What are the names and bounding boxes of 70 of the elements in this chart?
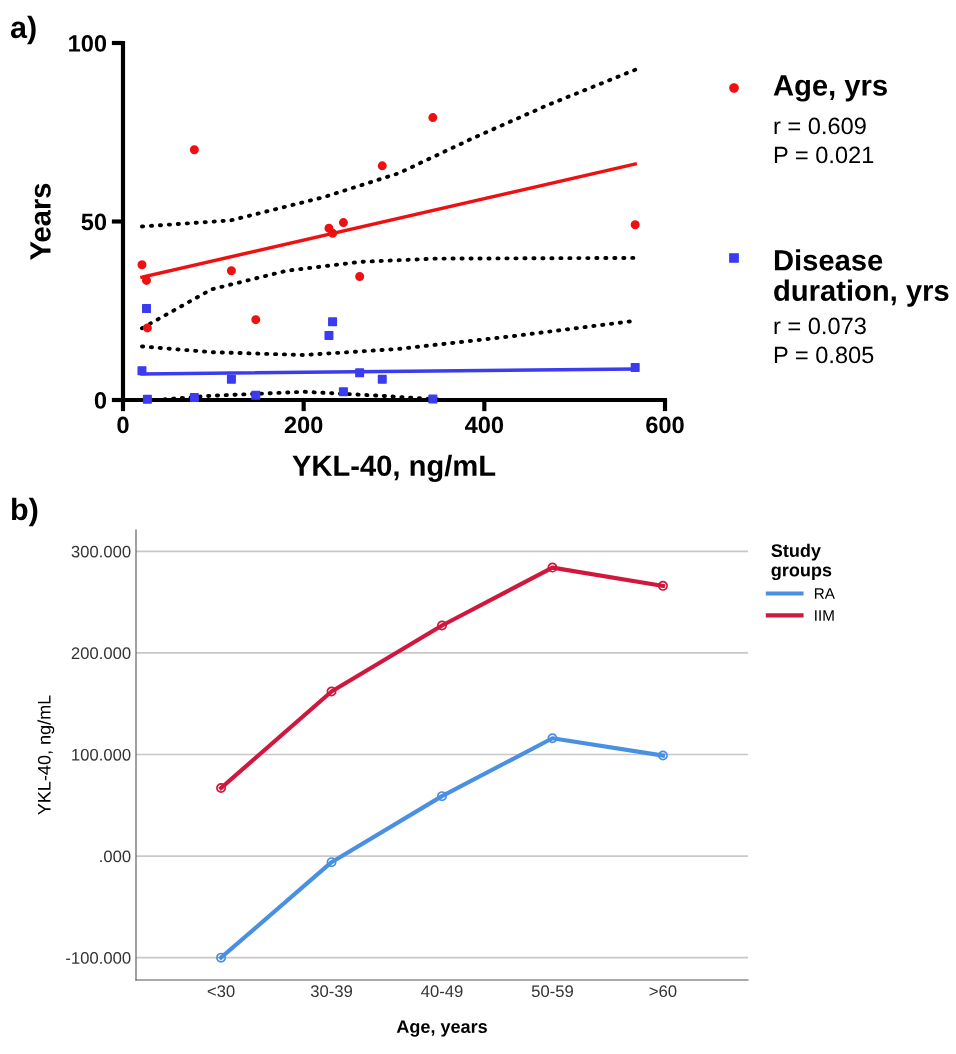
line-series [140,319,632,357]
x-tick-label: >60 [649,985,677,998]
x-tick-label: 30-39 [310,985,353,998]
line-series [216,562,668,794]
chart-title: a) [10,15,36,45]
line-series [216,733,668,963]
y-tick-label: 0 [94,392,107,409]
point [137,366,147,376]
x-tick-label: <30 [207,985,235,998]
x-axis-title: YKL-40, ng/mL [292,454,496,482]
point [216,783,227,794]
point [328,228,338,238]
legend-title: Study groups [771,543,832,581]
point [355,368,365,378]
x-tick-label: 50-59 [531,985,573,998]
point [251,390,261,400]
point [189,393,199,403]
point [547,733,558,744]
point [326,686,337,697]
text: P = 0.805 [774,346,874,364]
y-tick-label: 100 [69,35,107,52]
x-tick-label: 40-49 [421,985,463,998]
point [324,330,334,340]
x-tick-label: 600 [646,416,684,434]
legend-label: IIM [815,610,834,621]
point [630,363,640,373]
y-tick-label: 100.000 [72,748,131,761]
point [226,266,236,276]
y-tick-label: .000 [100,850,131,863]
point [142,323,152,333]
point [142,394,152,404]
y-tick-label: -100.000 [66,952,131,964]
point [355,271,365,281]
x-axis-title: Age, years [396,1020,487,1037]
point [189,145,199,155]
line-series [140,255,636,331]
point [141,304,151,314]
legend-label: RA [814,588,835,599]
line-series [140,67,638,229]
y-axis-title: YKL-40, ng/mL [37,695,55,815]
point [657,750,668,761]
point [547,562,558,573]
point [377,374,387,384]
legend-label: Age, yrs [773,75,887,102]
point [657,580,668,591]
point [428,394,438,404]
point [137,260,147,270]
point [436,791,448,802]
point [428,113,438,123]
point [216,952,227,963]
point [326,857,337,868]
point [338,387,348,397]
point [338,218,348,228]
chart-title: b) [12,497,38,527]
legend-label: Disease duration, yrs [774,249,949,307]
x-tick-label: 400 [465,416,504,434]
y-tick-label: 50 [81,213,107,231]
y-tick-label: 300.000 [71,545,131,558]
point [630,220,640,230]
point [436,620,448,631]
point [328,317,338,327]
text: P = 0.021 [774,146,874,164]
point [226,374,236,384]
text: r = 0.073 [774,317,866,335]
x-tick-label: 200 [284,416,323,434]
y-axis-title: Years [30,183,51,260]
point [251,315,261,325]
text: r = 0.609 [774,117,866,135]
y-tick-label: 200.000 [71,647,131,660]
point [377,161,387,171]
